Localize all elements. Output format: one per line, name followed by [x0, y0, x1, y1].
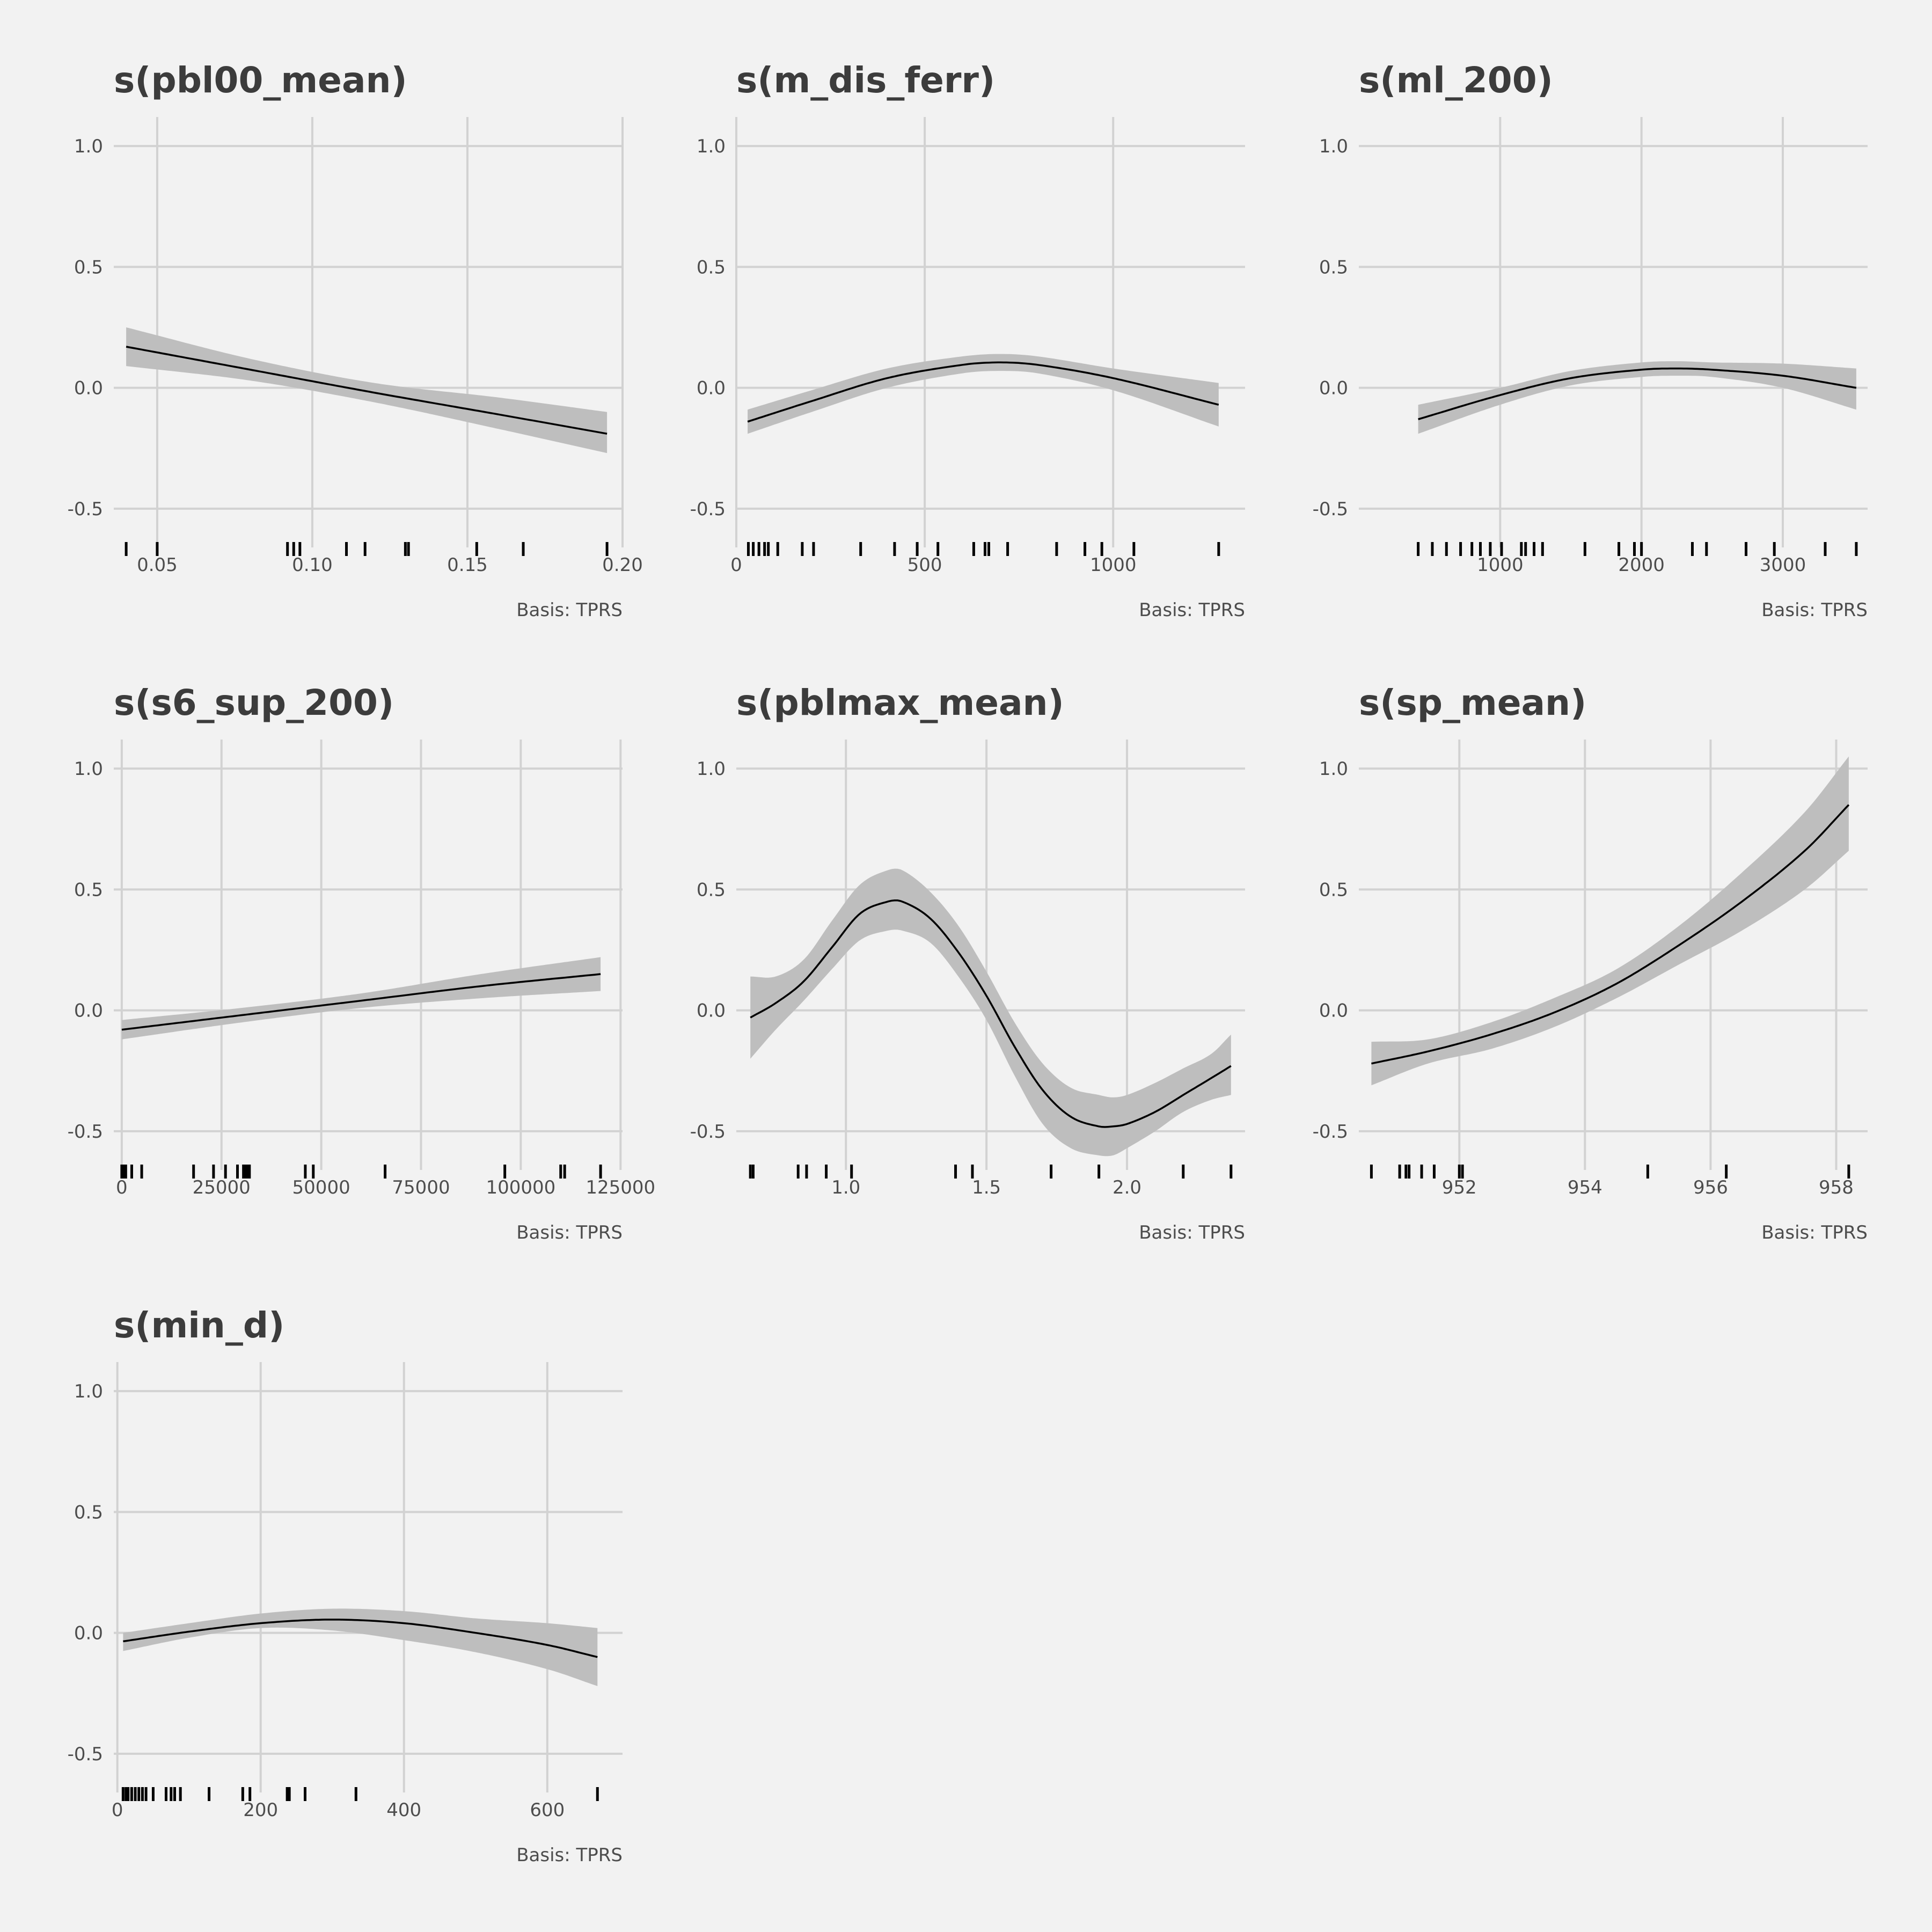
panel-title: s(m_dis_ferr)	[736, 60, 995, 101]
x-tick-label: 952	[1442, 1177, 1477, 1198]
smooth-fit-line	[121, 973, 601, 1031]
y-tick-label: 1.0	[74, 758, 103, 780]
smooth-fit-line	[126, 346, 608, 435]
y-tick-label: 1.0	[1319, 758, 1348, 780]
x-tick-label: 2000	[1618, 554, 1665, 576]
smooth-fit-line	[747, 361, 1219, 423]
y-tick-label: -0.5	[68, 1744, 103, 1765]
x-tick-label: 75000	[392, 1177, 450, 1198]
y-tick-label: 0.5	[74, 879, 103, 901]
panel-min-d: s(min_d) Basis: TPRS 1.0 0.5 0.0 -0.5 0 200 40…	[68, 1305, 623, 1866]
panel-m-dis-ferr: s(m_dis_ferr) Basis: TPRS 1.0 0.5 0.0 -0.5 0…	[690, 60, 1245, 621]
smooth-fit-line	[123, 1619, 598, 1658]
y-tick-label: -0.5	[690, 499, 726, 520]
panel-title: s(min_d)	[114, 1305, 284, 1346]
y-tick-label: 0.0	[1319, 1000, 1348, 1022]
panel-title: s(s6_sup_200)	[114, 682, 394, 723]
y-tick-label: 0.0	[74, 1623, 103, 1644]
confidence-band	[750, 868, 1231, 1157]
smooth-fit-line	[750, 899, 1232, 1128]
x-tick-label: 0	[112, 1799, 123, 1821]
x-tick-label: 125000	[586, 1177, 655, 1198]
y-tick-label: 1.0	[74, 1381, 103, 1402]
x-tick-label: 25000	[193, 1177, 251, 1198]
smooth-fit-line	[1371, 804, 1850, 1065]
y-tick-label: -0.5	[690, 1121, 726, 1143]
x-tick-label: 2.0	[1113, 1177, 1141, 1198]
confidence-band	[121, 957, 601, 1040]
confidence-band	[1418, 361, 1856, 434]
panel-sp-mean: s(sp_mean) Basis: TPRS 1.0 0.5 0.0 -0.5 952 9…	[1313, 682, 1868, 1243]
confidence-band	[126, 327, 608, 453]
panel-title: s(pblmax_mean)	[736, 682, 1064, 723]
panel-title: s(pbl00_mean)	[114, 60, 407, 101]
x-tick-label: 50000	[292, 1177, 350, 1198]
x-tick-label: 400	[386, 1799, 421, 1821]
panel-pblmax-mean: s(pblmax_mean) Basis: TPRS 1.0 0.5 0.0 -0.5…	[690, 682, 1245, 1243]
x-tick-label: 0.15	[447, 554, 488, 576]
y-tick-label: 1.0	[697, 136, 726, 157]
x-tick-label: 500	[908, 554, 942, 576]
y-tick-label: 1.0	[1319, 136, 1348, 157]
y-tick-label: -0.5	[68, 499, 103, 520]
panel-caption: Basis: TPRS	[1139, 1222, 1245, 1243]
y-tick-label: 0.5	[697, 257, 726, 278]
panel-caption: Basis: TPRS	[1761, 1222, 1868, 1243]
x-tick-label: 0	[730, 554, 742, 576]
smooth-fit-line	[1418, 367, 1857, 420]
y-tick-label: -0.5	[1313, 499, 1348, 520]
confidence-band	[1371, 756, 1849, 1086]
panel-ml-200: s(ml_200) Basis: TPRS 1.0 0.5 0.0 -0.5 1000 2…	[1313, 60, 1868, 621]
x-tick-label: 3000	[1760, 554, 1806, 576]
x-tick-label: 956	[1693, 1177, 1728, 1198]
confidence-band	[748, 354, 1219, 434]
x-tick-label: 1.0	[831, 1177, 860, 1198]
y-tick-label: 0.5	[74, 257, 103, 278]
x-tick-label: 0.20	[602, 554, 643, 576]
y-tick-label: 0.5	[697, 879, 726, 901]
x-tick-label: 0.05	[137, 554, 178, 576]
y-tick-label: 0.5	[74, 1502, 103, 1523]
panel-pbl00-mean: s(pbl00_mean) Basis: TPRS 1.0 0.5 0.0 -0.5 0…	[68, 60, 643, 621]
panel-caption: Basis: TPRS	[516, 1845, 623, 1866]
panel-caption: Basis: TPRS	[516, 599, 623, 621]
panel-caption: Basis: TPRS	[516, 1222, 623, 1243]
y-tick-label: 0.0	[74, 1000, 103, 1022]
panel-title: s(ml_200)	[1359, 60, 1553, 101]
y-tick-label: 1.0	[74, 136, 103, 157]
y-tick-label: 1.0	[697, 758, 726, 780]
panel-s6-sup-200: s(s6_sup_200) Basis: TPRS 1.0 0.5 0.0 -0.5 0…	[68, 682, 656, 1243]
x-tick-label: 954	[1568, 1177, 1602, 1198]
x-tick-label: 200	[243, 1799, 278, 1821]
panel-title: s(sp_mean)	[1359, 682, 1586, 723]
x-tick-label: 600	[530, 1799, 565, 1821]
x-tick-label: 0.10	[292, 554, 333, 576]
x-tick-label: 1000	[1090, 554, 1137, 576]
x-tick-label: 0	[116, 1177, 128, 1198]
y-tick-label: -0.5	[68, 1121, 103, 1143]
y-tick-label: 0.0	[697, 378, 726, 399]
y-tick-label: 0.0	[697, 1000, 726, 1022]
y-tick-label: 0.0	[74, 378, 103, 399]
x-tick-label: 1000	[1477, 554, 1524, 576]
y-tick-label: 0.5	[1319, 879, 1348, 901]
panel-caption: Basis: TPRS	[1761, 599, 1868, 621]
y-tick-label: -0.5	[1313, 1121, 1348, 1143]
confidence-band	[123, 1608, 598, 1686]
panel-caption: Basis: TPRS	[1139, 599, 1245, 621]
y-tick-label: 0.0	[1319, 378, 1348, 399]
x-tick-label: 100000	[486, 1177, 556, 1198]
y-tick-label: 0.5	[1319, 257, 1348, 278]
x-tick-label: 958	[1819, 1177, 1854, 1198]
x-tick-label: 1.5	[972, 1177, 1001, 1198]
